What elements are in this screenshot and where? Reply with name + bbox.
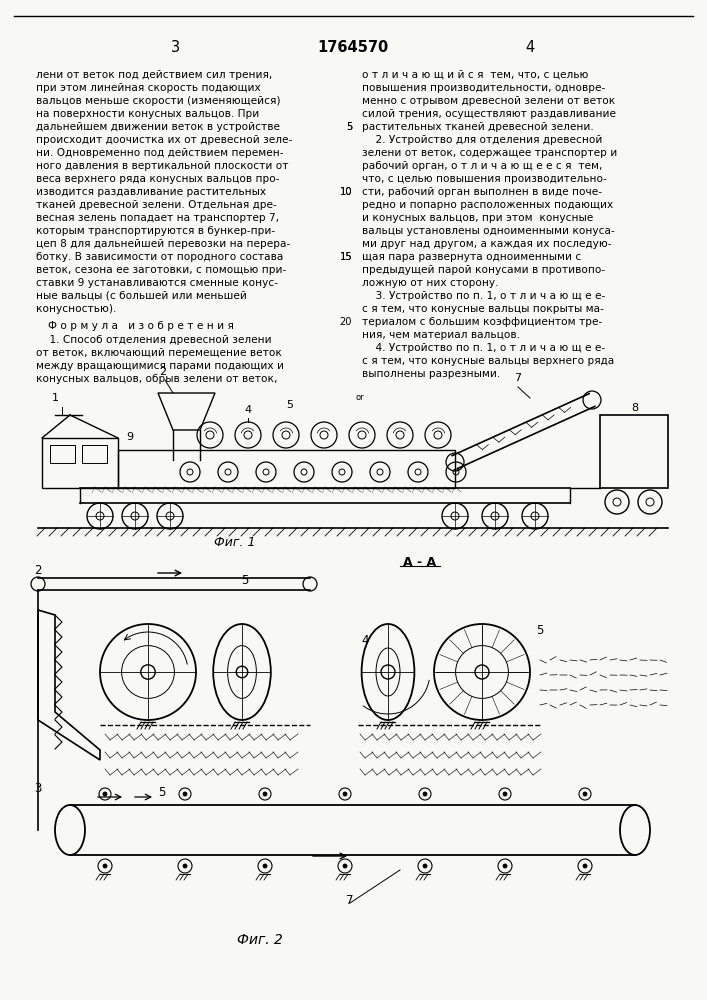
Text: Фиг. 2: Фиг. 2 — [237, 933, 283, 947]
Text: 4: 4 — [525, 40, 534, 55]
Text: о т л и ч а ю щ и й с я  тем, что, с целью: о т л и ч а ю щ и й с я тем, что, с цель… — [362, 70, 588, 80]
Text: щая пара развернута одноименными с: щая пара развернута одноименными с — [362, 252, 581, 262]
Text: менно с отрывом древесной зелени от веток: менно с отрывом древесной зелени от вето… — [362, 96, 615, 106]
Text: ного давления в вертикальной плоскости от: ного давления в вертикальной плоскости о… — [36, 161, 288, 171]
Text: на поверхности конусных вальцов. При: на поверхности конусных вальцов. При — [36, 109, 259, 119]
Text: 10: 10 — [339, 187, 352, 197]
Text: веса верхнего ряда конусных вальцов про-: веса верхнего ряда конусных вальцов про- — [36, 174, 279, 184]
Text: ни. Одновременно под действием перемен-: ни. Одновременно под действием перемен- — [36, 148, 284, 158]
Text: 4. Устройство по п. 1, о т л и ч а ю щ е е-: 4. Устройство по п. 1, о т л и ч а ю щ е… — [362, 343, 605, 353]
Text: сти, рабочий орган выполнен в виде поче-: сти, рабочий орган выполнен в виде поче- — [362, 187, 602, 197]
Text: 1764570: 1764570 — [317, 40, 389, 55]
Text: ботку. В зависимости от породного состава: ботку. В зависимости от породного состав… — [36, 252, 284, 262]
Circle shape — [183, 864, 187, 868]
Text: Фиг. 1: Фиг. 1 — [214, 536, 256, 548]
Text: ные вальцы (с большей или меньшей: ные вальцы (с большей или меньшей — [36, 291, 247, 301]
Text: 4: 4 — [361, 634, 369, 647]
Bar — [50, 445, 75, 463]
Text: 20: 20 — [339, 317, 352, 327]
Text: дальнейшем движении веток в устройстве: дальнейшем движении веток в устройстве — [36, 122, 280, 132]
Circle shape — [343, 864, 347, 868]
Text: 3: 3 — [170, 40, 180, 55]
Text: Ф о р м у л а   и з о б р е т е н и я: Ф о р м у л а и з о б р е т е н и я — [48, 321, 234, 331]
Text: 3. Устройство по п. 1, о т л и ч а ю щ е е-: 3. Устройство по п. 1, о т л и ч а ю щ е… — [362, 291, 605, 301]
Text: силой трения, осуществляют раздавливание: силой трения, осуществляют раздавливание — [362, 109, 616, 119]
Text: 5: 5 — [158, 786, 165, 798]
Text: 5: 5 — [286, 400, 293, 410]
Text: зелени от веток, содержащее транспортер и: зелени от веток, содержащее транспортер … — [362, 148, 617, 158]
Text: конусностью).: конусностью). — [36, 304, 117, 314]
Circle shape — [503, 864, 507, 868]
Text: предыдущей парой конусами в противопо-: предыдущей парой конусами в противопо- — [362, 265, 605, 275]
Bar — [600, 415, 668, 488]
Text: 2: 2 — [34, 564, 42, 576]
Circle shape — [263, 792, 267, 796]
Text: конусных вальцов, обрыв зелени от веток,: конусных вальцов, обрыв зелени от веток, — [36, 374, 277, 384]
Text: выполнены разрезными.: выполнены разрезными. — [362, 369, 501, 379]
Text: 1: 1 — [52, 393, 59, 403]
Bar — [82, 445, 107, 463]
Text: ми друг над другом, а каждая их последую-: ми друг над другом, а каждая их последую… — [362, 239, 612, 249]
Text: 3: 3 — [35, 782, 42, 794]
Circle shape — [343, 792, 347, 796]
Text: 4: 4 — [245, 405, 252, 415]
Circle shape — [583, 864, 587, 868]
Circle shape — [503, 792, 507, 796]
Circle shape — [423, 864, 427, 868]
Text: 2: 2 — [160, 367, 167, 377]
Text: что, с целью повышения производительно-: что, с целью повышения производительно- — [362, 174, 607, 184]
Text: 2. Устройство для отделения древесной: 2. Устройство для отделения древесной — [362, 135, 602, 145]
Text: 5: 5 — [537, 624, 544, 637]
Text: растительных тканей древесной зелени.: растительных тканей древесной зелени. — [362, 122, 594, 132]
Text: 5: 5 — [346, 122, 352, 132]
Bar — [118, 450, 455, 488]
Text: ставки 9 устанавливаются сменные конус-: ставки 9 устанавливаются сменные конус- — [36, 278, 278, 288]
Text: редно и попарно расположенных подающих: редно и попарно расположенных подающих — [362, 200, 613, 210]
Text: 8: 8 — [631, 403, 638, 413]
Text: ния, чем материал вальцов.: ния, чем материал вальцов. — [362, 330, 520, 340]
Text: 5: 5 — [346, 122, 352, 132]
Circle shape — [423, 792, 427, 796]
Text: 5: 5 — [241, 574, 249, 586]
Text: 7: 7 — [346, 894, 354, 906]
Text: 9: 9 — [127, 432, 134, 442]
Text: вальцы установлены одноименными конуса-: вальцы установлены одноименными конуса- — [362, 226, 615, 236]
Text: которым транспортируются в бункер-при-: которым транспортируются в бункер-при- — [36, 226, 275, 236]
Bar — [42, 438, 118, 488]
Text: веток, сезона ее заготовки, с помощью при-: веток, сезона ее заготовки, с помощью пр… — [36, 265, 286, 275]
Text: с я тем, что конусные вальцы покрыты ма-: с я тем, что конусные вальцы покрыты ма- — [362, 304, 604, 314]
Text: 7: 7 — [515, 373, 522, 383]
Circle shape — [183, 792, 187, 796]
Text: 10: 10 — [339, 187, 352, 197]
Text: 15: 15 — [339, 252, 352, 262]
Circle shape — [263, 864, 267, 868]
Text: ложную от них сторону.: ложную от них сторону. — [362, 278, 498, 288]
Circle shape — [583, 792, 587, 796]
Text: тканей древесной зелени. Отдельная дре-: тканей древесной зелени. Отдельная дре- — [36, 200, 276, 210]
Text: с я тем, что конусные вальцы верхнего ряда: с я тем, что конусные вальцы верхнего ря… — [362, 356, 614, 366]
Text: весная зелень попадает на транспортер 7,: весная зелень попадает на транспортер 7, — [36, 213, 279, 223]
Text: цеп 8 для дальнейшей перевозки на перера-: цеп 8 для дальнейшей перевозки на перера… — [36, 239, 291, 249]
Text: териалом с большим коэффициентом тре-: териалом с большим коэффициентом тре- — [362, 317, 602, 327]
Text: и конусных вальцов, при этом  конусные: и конусных вальцов, при этом конусные — [362, 213, 593, 223]
Text: изводится раздавливание растительных: изводится раздавливание растительных — [36, 187, 266, 197]
Text: рабочий орган, о т л и ч а ю щ е е с я  тем,: рабочий орган, о т л и ч а ю щ е е с я т… — [362, 161, 602, 171]
Text: or: or — [355, 393, 363, 402]
Text: происходит доочистка их от древесной зеле-: происходит доочистка их от древесной зел… — [36, 135, 292, 145]
Text: 15: 15 — [339, 252, 352, 262]
Text: 1. Способ отделения древесной зелени: 1. Способ отделения древесной зелени — [36, 335, 271, 345]
Text: при этом линейная скорость подающих: при этом линейная скорость подающих — [36, 83, 261, 93]
Text: лени от веток под действием сил трения,: лени от веток под действием сил трения, — [36, 70, 272, 80]
Circle shape — [103, 864, 107, 868]
Text: от веток, включающий перемещение веток: от веток, включающий перемещение веток — [36, 348, 282, 358]
Text: повышения производительности, одновре-: повышения производительности, одновре- — [362, 83, 605, 93]
Circle shape — [103, 792, 107, 796]
Text: А - А: А - А — [404, 556, 436, 568]
Text: между вращающимися парами подающих и: между вращающимися парами подающих и — [36, 361, 284, 371]
Text: вальцов меньше скорости (изменяющейся): вальцов меньше скорости (изменяющейся) — [36, 96, 281, 106]
